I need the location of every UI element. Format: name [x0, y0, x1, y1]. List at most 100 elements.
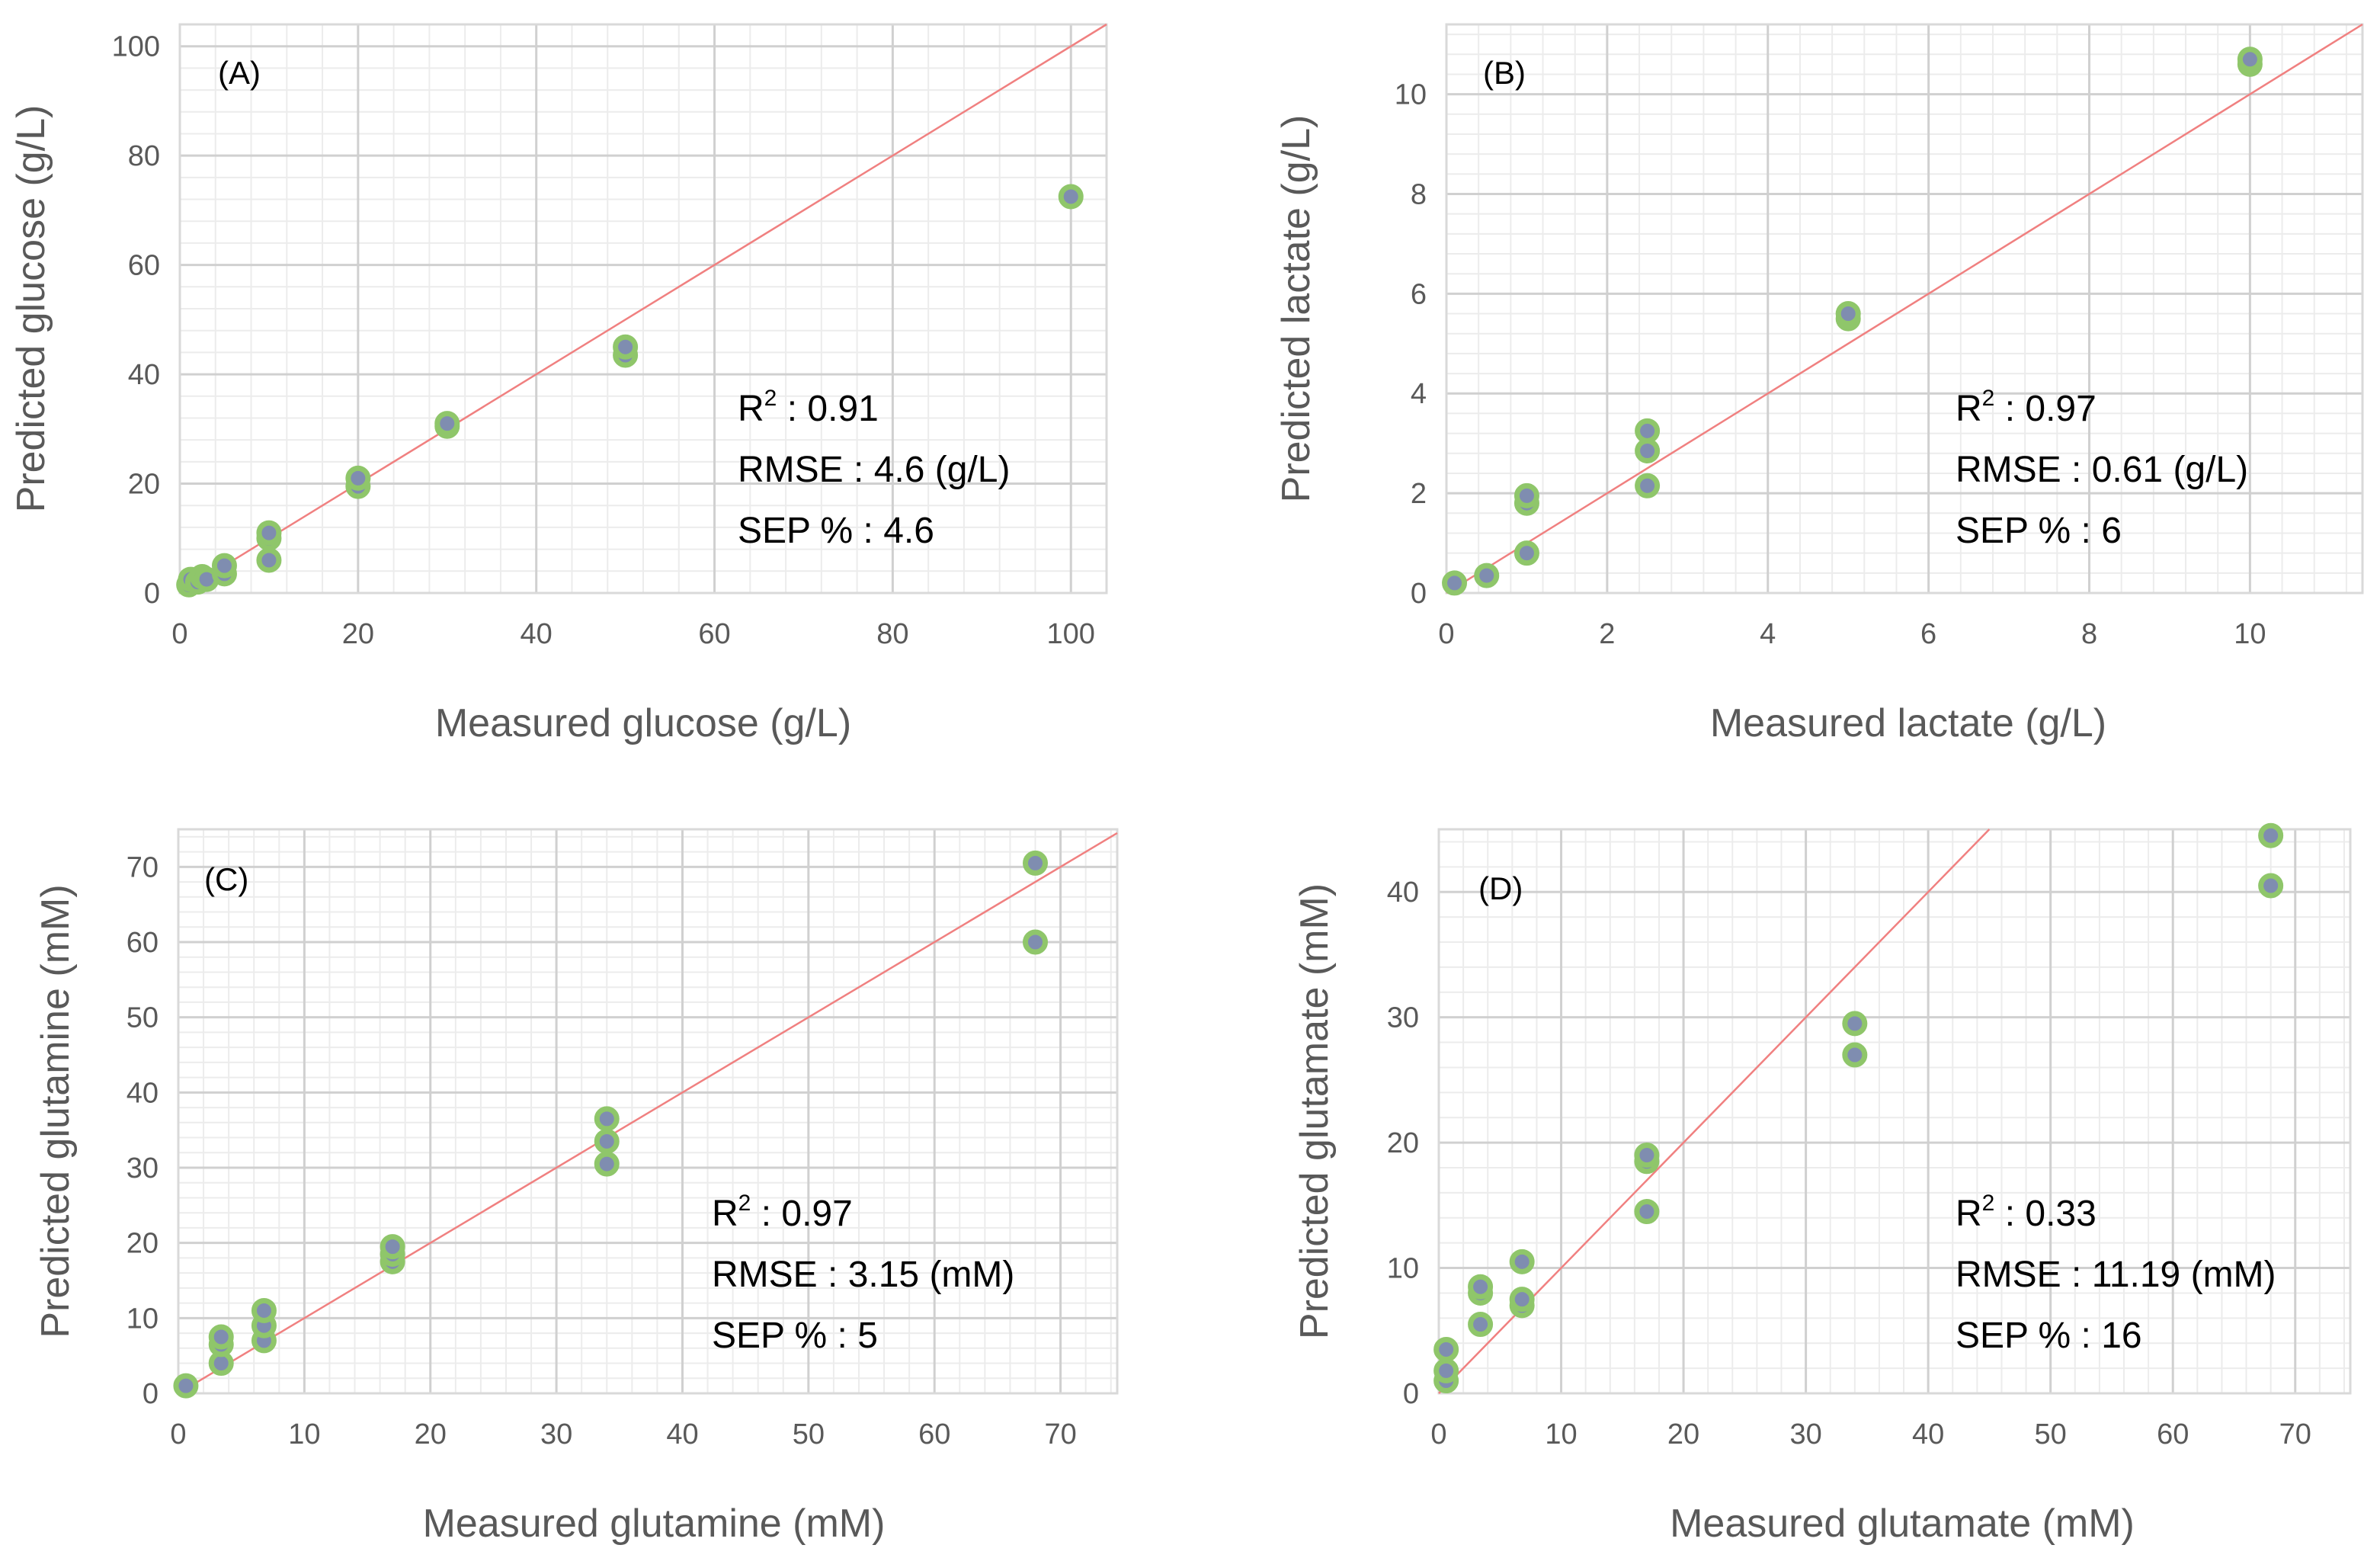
panel-label: (A)	[218, 55, 261, 91]
data-point	[380, 1234, 405, 1260]
x-axis-title: Measured glutamate (mM)	[1670, 1502, 2135, 1546]
sep-stat: SEP % : 4.6	[738, 511, 934, 551]
x-tick-label: 70	[1044, 1418, 1076, 1450]
y-tick-label: 10	[1395, 79, 1427, 111]
x-tick-label: 70	[2279, 1418, 2311, 1450]
sep-stat: SEP % : 6	[1956, 511, 2122, 551]
x-tick-label: 80	[876, 618, 908, 650]
r2-stat: R2 : 0.97	[1956, 386, 2097, 429]
x-tick-label: 60	[698, 618, 730, 650]
y-tick-label: 40	[1387, 877, 1419, 909]
rmse-stat: RMSE : 11.19 (mM)	[1956, 1255, 2276, 1295]
x-tick-label: 40	[521, 618, 553, 650]
y-tick-label: 50	[127, 1002, 159, 1034]
y-tick-label: 0	[1411, 578, 1427, 610]
data-point	[1023, 929, 1049, 955]
y-tick-label: 20	[1387, 1127, 1419, 1159]
x-tick-label: 0	[1438, 618, 1454, 650]
data-point	[1442, 570, 1468, 596]
data-point	[211, 553, 237, 579]
data-point	[1474, 563, 1500, 588]
data-point	[1514, 540, 1539, 566]
data-point	[1835, 301, 1861, 327]
data-point	[173, 1373, 199, 1399]
sep-stat: SEP % : 5	[712, 1316, 878, 1356]
panel-a: 0 20 40 60 80 100 0 20 40 60 80 100 (A) R2 : 0.91 RMSE…	[9, 23, 1108, 745]
plot-frame	[177, 828, 1119, 1395]
x-tick-label: 40	[666, 1418, 698, 1450]
data-point	[594, 1151, 620, 1177]
y-tick-label: 0	[143, 1378, 159, 1410]
y-axis-title: Predicted glucose (g/L)	[9, 105, 53, 513]
y-tick-label: 20	[128, 469, 160, 501]
x-tick-label: 0	[171, 618, 187, 650]
data-point	[1433, 1357, 1459, 1383]
x-tick-label: 20	[1667, 1418, 1699, 1450]
x-tick-label: 50	[793, 1418, 825, 1450]
x-axis-title: Measured lactate (g/L)	[1710, 701, 2106, 745]
rmse-stat: RMSE : 3.15 (mM)	[712, 1255, 1014, 1295]
x-tick-label: 10	[1545, 1418, 1577, 1450]
x-axis-title: Measured glucose (g/L)	[435, 701, 851, 745]
y-tick-label: 60	[128, 250, 160, 282]
x-tick-label: 40	[1912, 1418, 1944, 1450]
panel-label: (B)	[1483, 55, 1526, 91]
identity-line	[179, 23, 1107, 595]
data-point	[1635, 473, 1661, 498]
y-tick-label: 40	[127, 1077, 159, 1109]
y-tick-label: 6	[1411, 278, 1427, 310]
data-point	[2258, 873, 2284, 899]
x-tick-label: 50	[2035, 1418, 2067, 1450]
data-point	[1023, 850, 1049, 876]
y-tick-label: 10	[127, 1303, 159, 1335]
x-tick-label: 2	[1599, 618, 1615, 650]
data-point	[251, 1297, 277, 1323]
data-point	[1514, 482, 1539, 508]
data-point	[1509, 1287, 1535, 1313]
x-axis-title: Measured glutamine (mM)	[423, 1502, 886, 1546]
y-axis-title: Predicted lactate (g/L)	[1274, 115, 1318, 503]
data-point	[1468, 1312, 1494, 1338]
x-tick-label: 6	[1920, 618, 1936, 650]
y-tick-label: 70	[127, 851, 159, 883]
y-tick-label: 4	[1411, 378, 1427, 410]
y-tick-label: 40	[128, 359, 160, 391]
panel-label: (C)	[204, 861, 248, 897]
panel-c: 0 10 20 30 40 50 60 70 0 10 20 30 40 50 60 70 (C) R2 : 0.…	[34, 828, 1119, 1546]
sep-stat: SEP % : 16	[1956, 1316, 2142, 1356]
panel-label: (D)	[1478, 870, 1523, 906]
minor-grid	[178, 829, 1117, 1394]
x-tick-label: 10	[288, 1418, 320, 1450]
x-tick-label: 10	[2234, 618, 2266, 650]
data-point	[1635, 418, 1661, 444]
identity-line	[1446, 23, 2363, 595]
data-point	[2237, 46, 2263, 72]
data-point	[594, 1106, 620, 1132]
r2-stat: R2 : 0.97	[712, 1191, 853, 1234]
x-tick-label: 20	[415, 1418, 447, 1450]
data-point	[1433, 1336, 1459, 1362]
x-tick-label: 60	[2157, 1418, 2189, 1450]
y-tick-label: 80	[128, 140, 160, 172]
x-tick-label: 100	[1047, 618, 1095, 650]
data-point	[1635, 438, 1661, 463]
data-point	[1468, 1274, 1494, 1300]
x-tick-label: 4	[1760, 618, 1776, 650]
minor-grid	[1438, 829, 2350, 1394]
data-point	[594, 1128, 620, 1154]
r2-stat: R2 : 0.91	[738, 386, 879, 429]
y-tick-label: 2	[1411, 478, 1427, 510]
x-tick-label: 30	[540, 1418, 572, 1450]
identity-line	[178, 832, 1118, 1395]
y-tick-label: 10	[1387, 1253, 1419, 1285]
data-point	[1634, 1143, 1660, 1168]
y-tick-label: 30	[127, 1152, 159, 1184]
r2-stat: R2 : 0.33	[1956, 1191, 2097, 1234]
y-axis-title: Predicted glutamate (mM)	[1293, 883, 1337, 1339]
data-point	[613, 334, 639, 360]
y-tick-label: 8	[1411, 178, 1427, 210]
data-point	[1058, 184, 1084, 210]
data-point	[434, 411, 460, 437]
data-point	[345, 465, 371, 491]
